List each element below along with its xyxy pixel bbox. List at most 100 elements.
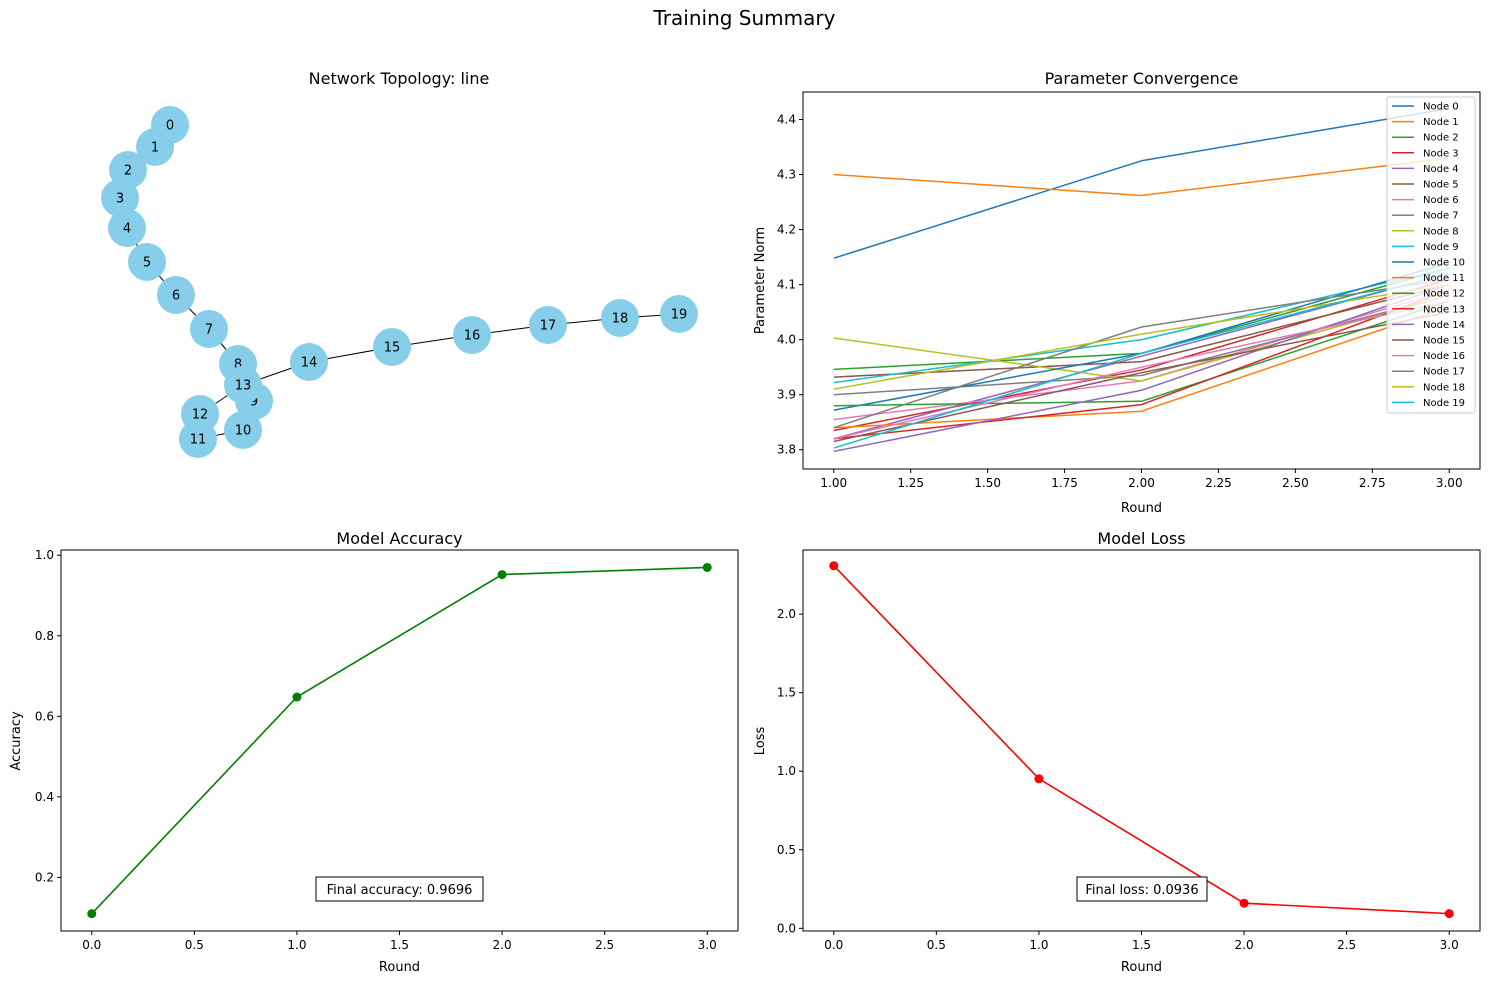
- accuracy-line: [91, 566, 708, 915]
- network-node-5: 5: [128, 243, 166, 281]
- network-node-circle: [453, 316, 491, 354]
- network-node-circle: [601, 299, 639, 337]
- accuracy-y-tick-label: 0.2: [35, 870, 54, 884]
- accuracy-point: [292, 692, 302, 702]
- network-node-label: 6: [172, 289, 180, 304]
- accuracy-y-tick-label: 0.6: [35, 709, 54, 723]
- convergence-y-tick-label: 4.0: [777, 333, 796, 347]
- accuracy-x-tick-label: 2.0: [493, 938, 512, 952]
- convergence-line-node-6: [833, 289, 1450, 421]
- legend-label: Node 11: [1423, 273, 1465, 284]
- legend-label: Node 5: [1423, 180, 1459, 191]
- loss-x-tick-label: 0.5: [927, 938, 946, 952]
- legend-label: Node 18: [1423, 382, 1465, 393]
- legend-entry: Node 6: [1392, 195, 1459, 206]
- convergence-line-node-10: [833, 261, 1450, 411]
- loss-plot-area: [802, 549, 1481, 932]
- network-node-label: 10: [235, 424, 252, 439]
- loss-x-tick-label: 0.0: [824, 938, 843, 952]
- loss-x-tick-label: 3.0: [1440, 938, 1459, 952]
- loss-y-ticks: 0.0 0.5 1.0 1.5 2.0: [777, 607, 803, 935]
- accuracy-y-tick-label: 0.8: [35, 629, 54, 643]
- network-node-label: 14: [301, 356, 318, 371]
- accuracy-x-ticks: 0.0 0.5 1.0 1.5 2.0 2.5 3.0: [82, 931, 717, 952]
- network-node-circle: [101, 179, 139, 217]
- accuracy-y-tick-label: 0.4: [35, 790, 54, 804]
- network-node-label: 13: [235, 379, 252, 394]
- legend-entry: Node 11: [1392, 273, 1465, 284]
- loss-y-tick-label: 0.0: [777, 921, 796, 935]
- legend-entry: Node 4: [1392, 164, 1459, 175]
- network-node-circle: [224, 411, 262, 449]
- convergence-x-tick-label: 1.25: [897, 476, 924, 490]
- accuracy-series: [87, 562, 712, 919]
- network-node-label: 4: [123, 222, 131, 237]
- network-node-7: 7: [190, 310, 228, 348]
- network-node-label: 2: [124, 164, 132, 179]
- loss-y-tick-label: 1.5: [777, 686, 796, 700]
- legend-entry: Node 0: [1392, 102, 1459, 113]
- convergence-x-tick-label: 2.50: [1282, 476, 1309, 490]
- legend-frame: [1386, 96, 1476, 414]
- convergence-legend: Node 0 Node 1 Node 2 Node 3 Node 4 Node 5 Node…: [1386, 96, 1476, 414]
- network-node-circle: [108, 209, 146, 247]
- legend-label: Node 0: [1423, 102, 1459, 113]
- accuracy-y-label: Accuracy: [9, 711, 24, 771]
- loss-series: [829, 561, 1454, 919]
- loss-point: [1444, 909, 1454, 919]
- legend-label: Node 8: [1423, 226, 1459, 237]
- legend-label: Node 7: [1423, 211, 1459, 222]
- accuracy-x-tick-label: 0.0: [82, 938, 101, 952]
- network-node-16: 16: [453, 316, 491, 354]
- convergence-y-tick-label: 4.1: [777, 278, 796, 292]
- network-node-17: 17: [529, 306, 567, 344]
- legend-entry: Node 19: [1392, 398, 1465, 409]
- accuracy-point: [702, 562, 712, 572]
- figure-title: Training Summary: [653, 6, 836, 30]
- network-node-label: 8: [234, 358, 242, 373]
- convergence-series-lines: [833, 107, 1450, 453]
- loss-x-ticks: 0.0 0.5 1.0 1.5 2.0 2.5 3.0: [824, 931, 1459, 952]
- network-node-6: 6: [157, 276, 195, 314]
- network-node-14: 14: [290, 343, 328, 381]
- convergence-x-tick-label: 2.25: [1205, 476, 1232, 490]
- network-node-label: 19: [671, 308, 688, 323]
- network-topology-panel: Network Topology: line 01234567891011121…: [101, 69, 698, 458]
- loss-x-tick-label: 1.5: [1132, 938, 1151, 952]
- network-node-label: 9: [250, 395, 258, 410]
- convergence-title: Parameter Convergence: [1045, 69, 1239, 88]
- network-node-1: 1: [136, 128, 174, 166]
- legend-entry: Node 10: [1392, 258, 1465, 269]
- convergence-y-tick-label: 3.9: [777, 388, 796, 402]
- convergence-x-tick-label: 1.00: [820, 476, 847, 490]
- convergence-x-ticks: 1.00 1.25 1.50 1.75 2.00 2.25 2.50 2.75 3.00: [820, 469, 1463, 490]
- accuracy-title: Model Accuracy: [336, 529, 462, 548]
- parameter-convergence-panel: Parameter Convergence 1.00 1.25 1.50 1.75 2.…: [753, 69, 1481, 516]
- network-title: Network Topology: line: [309, 69, 490, 88]
- network-node-label: 5: [143, 256, 151, 271]
- convergence-line-node-9: [833, 267, 1450, 384]
- loss-x-tick-label: 2.5: [1337, 938, 1356, 952]
- convergence-line-node-0: [833, 107, 1450, 259]
- accuracy-annotation-text: Final accuracy: 0.9696: [327, 883, 473, 898]
- accuracy-x-tick-label: 3.0: [698, 938, 717, 952]
- network-node-label: 16: [464, 329, 481, 344]
- convergence-x-tick-label: 1.50: [974, 476, 1001, 490]
- legend-entry: Node 7: [1392, 211, 1459, 222]
- accuracy-x-tick-label: 1.0: [287, 938, 306, 952]
- loss-point: [1034, 774, 1044, 784]
- accuracy-plot-area: [60, 549, 739, 932]
- accuracy-x-tick-label: 2.5: [595, 938, 614, 952]
- network-node-15: 15: [373, 328, 411, 366]
- loss-y-tick-label: 0.5: [777, 843, 796, 857]
- convergence-y-tick-label: 3.8: [777, 443, 796, 457]
- accuracy-x-tick-label: 0.5: [185, 938, 204, 952]
- loss-y-tick-label: 2.0: [777, 607, 796, 621]
- loss-point: [829, 561, 839, 571]
- accuracy-point: [87, 909, 97, 919]
- legend-entry: Node 14: [1392, 320, 1465, 331]
- network-node-circle: [660, 295, 698, 333]
- loss-annotation-text: Final loss: 0.0936: [1085, 883, 1198, 898]
- loss-x-label: Round: [1121, 960, 1162, 975]
